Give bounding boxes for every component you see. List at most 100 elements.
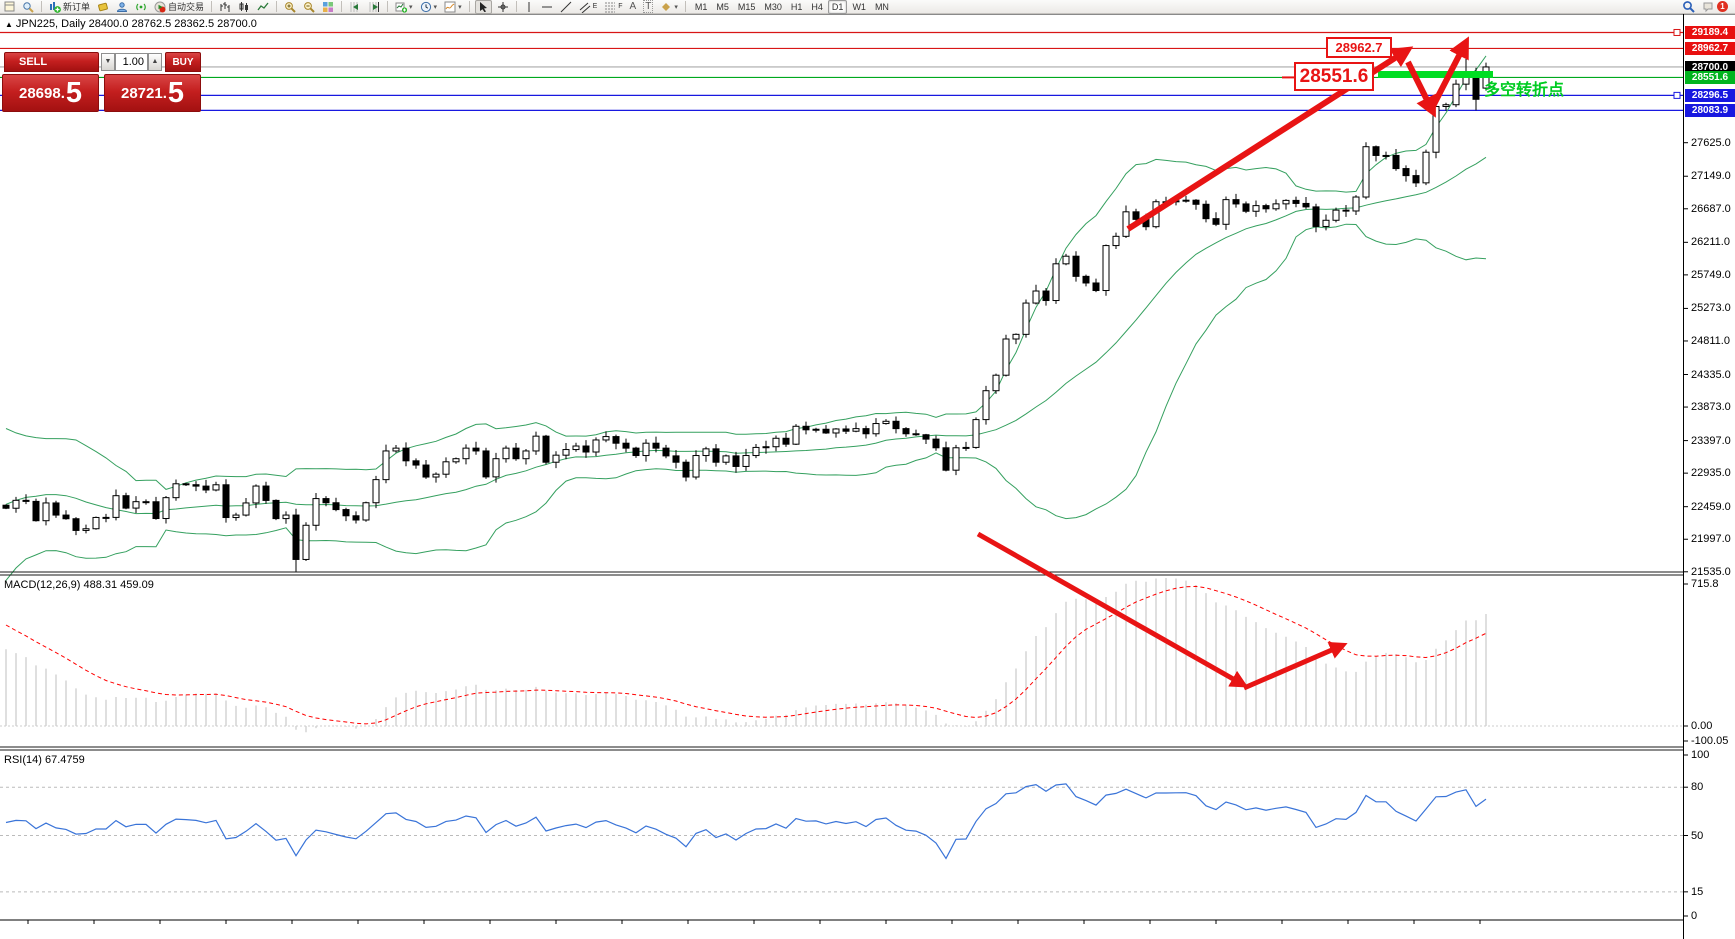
horizontal-line-tool[interactable]	[539, 1, 555, 13]
price-tick-label: 21997.0	[1691, 533, 1731, 546]
zoom-in-icon[interactable]	[282, 1, 298, 13]
volume-decrease-button[interactable]: ▼	[101, 53, 115, 71]
support-price-label[interactable]: 28551.6	[1294, 62, 1374, 91]
sell-price-fraction: 5	[65, 77, 83, 109]
vertical-line-tool[interactable]	[522, 1, 536, 13]
signal-icon[interactable]	[133, 1, 149, 13]
text-tool[interactable]: A	[629, 1, 637, 12]
rsi-scale-label: 0	[1691, 910, 1698, 922]
macd-scale-label: 715.8	[1691, 578, 1719, 590]
chart-autoscroll-icon[interactable]	[366, 1, 382, 13]
zoom-out-icon[interactable]	[301, 1, 317, 13]
rsi-scale-label: 80	[1691, 781, 1704, 794]
symbol-marker-icon: ▲	[5, 20, 13, 29]
macd-scale-label: -100.05	[1691, 735, 1729, 747]
timeframe-button-d1[interactable]: D1	[827, 0, 848, 14]
chart-shift-icon[interactable]	[347, 1, 363, 13]
buy-price-main: 28721.	[120, 84, 167, 102]
autotrade-button[interactable]: 自动交易	[152, 1, 206, 13]
autotrade-label: 自动交易	[168, 2, 205, 12]
shapes-tool[interactable]: ▾	[658, 1, 680, 13]
history-icon[interactable]	[95, 1, 111, 13]
timeframe-group: M1 M5 M15 M30 H1 H4 D1 W1 MN	[691, 0, 893, 14]
timeframe-button-mn[interactable]: MN	[874, 1, 889, 12]
trendline-tool[interactable]	[558, 1, 574, 13]
macd-scale-label: 0.00	[1691, 720, 1713, 732]
search-icon[interactable]	[1680, 1, 1697, 13]
timeframe-button-m15[interactable]: M15	[737, 1, 756, 12]
volume-increase-button[interactable]: ▲	[148, 53, 162, 71]
chart-line-icon[interactable]	[255, 1, 271, 13]
sell-tab-button[interactable]: SELL	[4, 52, 99, 72]
price-tick-label: 22459.0	[1691, 500, 1731, 513]
dropdown-caret-icon: ▾	[409, 3, 413, 11]
trend-arrow[interactable]	[1405, 60, 1436, 118]
chart-area[interactable]: ▲ JPN225, Daily 28400.0 28762.5 28362.5 2…	[0, 14, 1735, 939]
community-notification-icon[interactable]: 1	[1701, 1, 1730, 13]
main-toolbar: 新订单 自动交易 ▾	[0, 0, 1735, 14]
trend-arrow[interactable]	[1427, 36, 1469, 114]
toolbar-right-group: 1	[1680, 1, 1733, 13]
timeframe-button-h4[interactable]: H4	[811, 1, 823, 12]
add-indicator-button[interactable]: ▾	[393, 1, 415, 13]
fibo-letter: F	[618, 3, 623, 10]
text-label-tool[interactable]: T	[643, 0, 654, 13]
market-watch-icon[interactable]	[20, 1, 36, 13]
price-tag: 29189.4	[1685, 26, 1735, 40]
price-tag: 28083.9	[1685, 104, 1735, 118]
sell-label: SELL	[19, 56, 48, 68]
timeframe-button-m1[interactable]: M1	[694, 1, 708, 12]
timeframe-button-w1[interactable]: W1	[852, 1, 866, 12]
macd-trend-arrow[interactable]	[1243, 642, 1348, 691]
crosshair-tool[interactable]	[495, 1, 511, 13]
price-tick-label: 21535.0	[1691, 565, 1731, 578]
resistance-price-label[interactable]: 28962.7	[1326, 37, 1392, 58]
channel-letter: E	[592, 3, 598, 10]
notification-badge: 1	[1717, 1, 1728, 12]
dropdown-caret-icon: ▾	[458, 3, 462, 11]
one-click-trade-panel: SELL ▼ ▲ BUY 28698.5 28721.5	[2, 38, 202, 114]
price-tick-label: 25273.0	[1691, 302, 1731, 315]
macd-trend-arrow[interactable]	[976, 531, 1249, 688]
chart-canvas[interactable]	[0, 14, 1735, 939]
price-tick-label: 23397.0	[1691, 434, 1731, 447]
dropdown-caret-icon: ▾	[674, 3, 678, 11]
chart-title: ▲ JPN225, Daily 28400.0 28762.5 28362.5 2…	[5, 18, 257, 30]
toolbar-separator	[468, 1, 470, 12]
tile-windows-icon[interactable]	[320, 1, 336, 13]
templates-button[interactable]: ▾	[442, 1, 464, 13]
price-tick-label: 26687.0	[1691, 202, 1731, 215]
account-icon[interactable]	[114, 1, 130, 13]
price-tag: 28962.7	[1685, 42, 1735, 56]
toolbar-separator	[41, 1, 42, 12]
fibonacci-tool[interactable]: F	[602, 1, 624, 13]
sell-price-button[interactable]: 28698. 5	[2, 74, 99, 112]
turning-point-annotation[interactable]: 多空转折点	[1484, 80, 1565, 99]
chart-candles-icon[interactable]	[236, 1, 252, 13]
support-zone-bar[interactable]	[1378, 71, 1493, 78]
toolbar-separator	[515, 1, 517, 12]
timeframe-button-m30[interactable]: M30	[764, 1, 782, 12]
macd-histogram	[5, 578, 1487, 733]
toolbar-separator	[211, 1, 213, 12]
spin-down-icon: ▼	[104, 58, 112, 65]
cursor-tool[interactable]	[474, 0, 492, 14]
timeframe-button-h1[interactable]: H1	[790, 1, 803, 12]
buy-label: BUY	[172, 56, 194, 68]
buy-tab-button[interactable]: BUY	[165, 52, 201, 72]
spin-up-icon: ▲	[151, 58, 159, 65]
volume-input[interactable]	[115, 53, 148, 71]
period-clock-button[interactable]: ▾	[418, 1, 440, 13]
channel-tool[interactable]: E	[577, 1, 600, 13]
timeframe-button-m5[interactable]: M5	[716, 1, 729, 12]
price-tick-label: 22935.0	[1691, 467, 1731, 480]
price-tick-label: 26211.0	[1691, 236, 1730, 249]
buy-price-button[interactable]: 28721. 5	[104, 74, 201, 112]
window-panel-icon[interactable]	[2, 1, 17, 13]
dropdown-caret-icon: ▾	[433, 3, 438, 11]
new-order-button[interactable]: 新订单	[47, 1, 92, 13]
chart-bars-icon[interactable]	[217, 1, 233, 13]
price-tag: 28700.0	[1685, 60, 1735, 74]
rsi-line	[5, 783, 1487, 860]
price-tag: 28296.5	[1685, 89, 1735, 103]
